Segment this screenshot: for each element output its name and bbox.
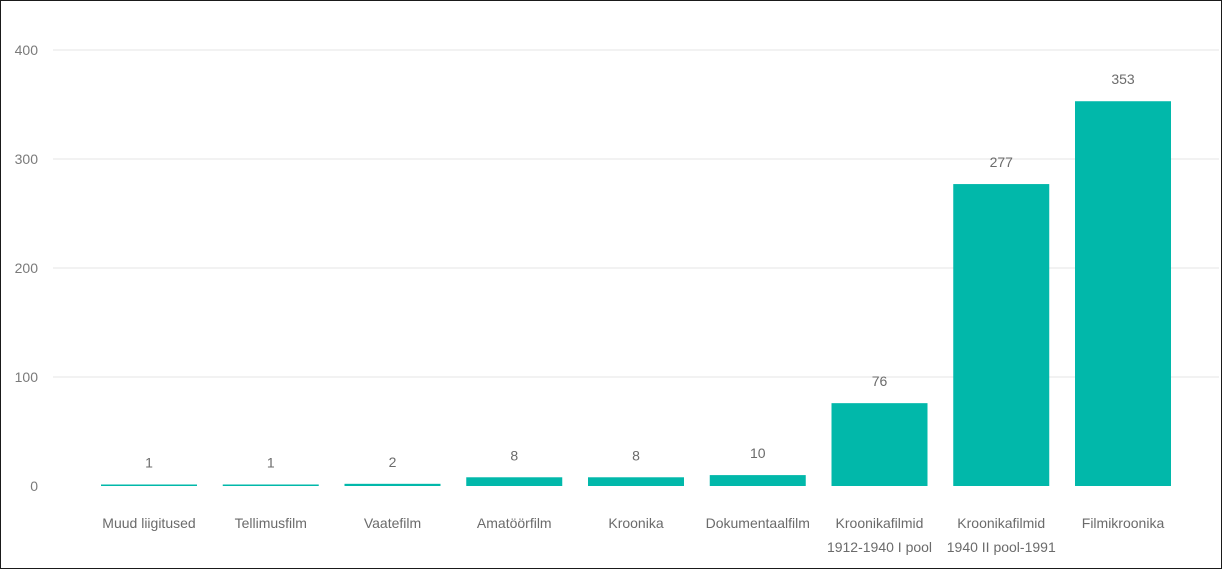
data-label: 1	[145, 455, 153, 471]
x-category-label: Tellimusfilm	[235, 515, 307, 531]
bar[interactable]	[831, 403, 928, 486]
bar[interactable]	[222, 484, 319, 487]
x-category-label: Kroonikafilmid 1940 II pool-1991	[947, 515, 1056, 555]
bar[interactable]	[1075, 101, 1171, 486]
x-category-label: Dokumentaalfilm	[706, 515, 810, 531]
data-label: 10	[750, 445, 766, 461]
x-category-label: Filmikroonika	[1082, 515, 1165, 531]
data-label: 277	[990, 154, 1014, 170]
y-tick-label: 300	[15, 151, 39, 167]
x-axis-categories: Muud liigitused Tellimusfilm Vaatefilm Amat…	[102, 515, 1164, 555]
data-label: 353	[1111, 71, 1135, 87]
x-category-label: Kroonikafilmid 1912-1940 I pool	[827, 515, 932, 555]
bars	[101, 101, 1171, 486]
y-axis-ticks: 0 100 200 300 400	[15, 42, 39, 494]
bar[interactable]	[344, 483, 441, 486]
y-tick-label: 200	[15, 260, 39, 276]
x-category-label: Amatöörfilm	[477, 515, 552, 531]
y-tick-label: 0	[30, 478, 38, 494]
x-category-label: Muud liigitused	[102, 515, 195, 531]
data-label: 1	[267, 455, 275, 471]
y-tick-label: 400	[15, 42, 39, 58]
bar[interactable]	[709, 475, 806, 486]
bar[interactable]	[953, 184, 1050, 486]
data-labels: 1 1 2 8 8 10 76 277 353	[145, 71, 1135, 470]
x-category-label: Kroonika	[608, 515, 663, 531]
x-category-label: Vaatefilm	[364, 515, 421, 531]
data-label: 8	[632, 447, 640, 463]
y-tick-label: 100	[15, 369, 39, 385]
data-label: 76	[872, 373, 888, 389]
bar[interactable]	[466, 477, 563, 486]
bar[interactable]	[101, 484, 197, 487]
data-label: 8	[510, 447, 518, 463]
bar[interactable]	[588, 477, 684, 486]
data-label: 2	[389, 454, 397, 470]
